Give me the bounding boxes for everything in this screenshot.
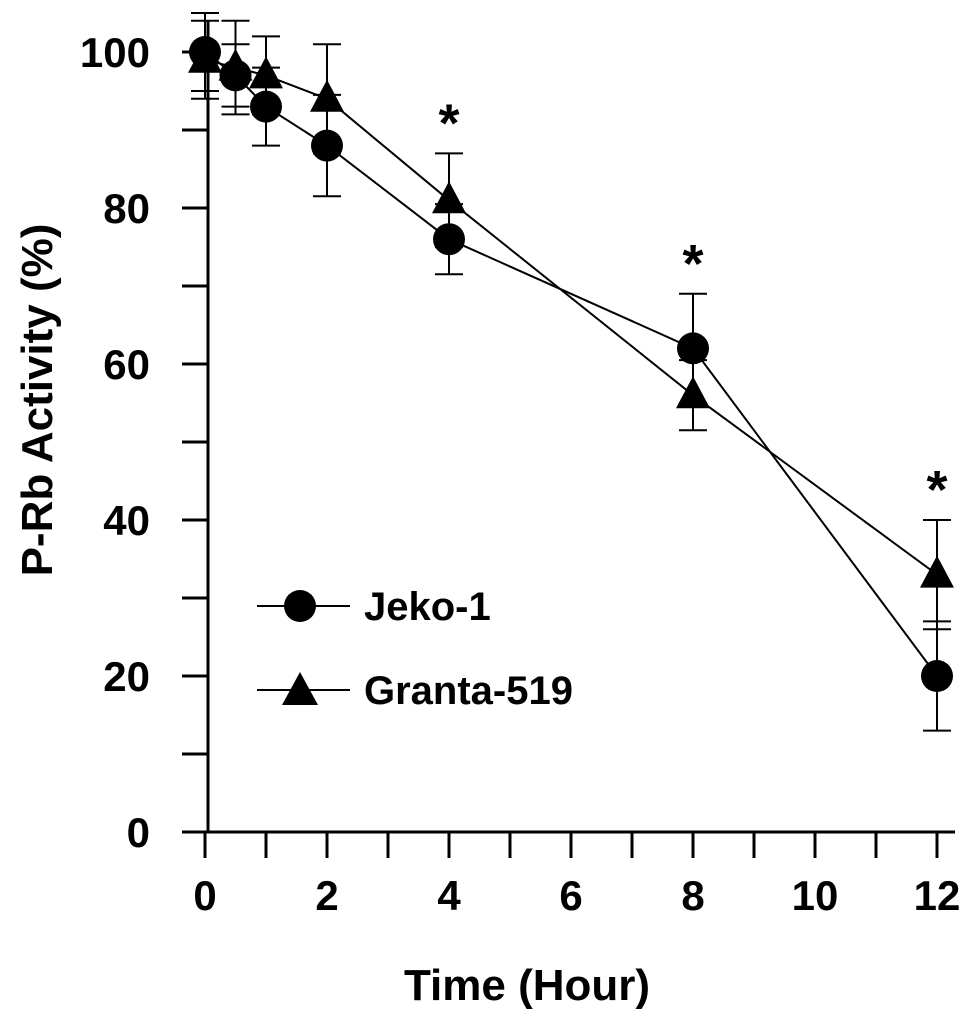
x-tick-label: 8 bbox=[681, 872, 704, 919]
significance-star: * bbox=[926, 460, 947, 520]
y-tick-label: 20 bbox=[103, 653, 150, 700]
x-axis-title: Time (Hour) bbox=[404, 961, 650, 1010]
y-axis-title: P-Rb Activity (%) bbox=[13, 224, 62, 577]
x-tick-label: 2 bbox=[315, 872, 338, 919]
legend-triangle-marker bbox=[282, 672, 318, 705]
x-tick-label: 10 bbox=[792, 872, 839, 919]
y-tick-label: 0 bbox=[127, 809, 150, 856]
legend-circle-marker bbox=[284, 590, 316, 622]
x-tick-label: 6 bbox=[559, 872, 582, 919]
y-tick-label: 40 bbox=[103, 497, 150, 544]
significance-star: * bbox=[682, 234, 703, 294]
series-layer bbox=[188, 13, 954, 731]
y-tick-label: 100 bbox=[80, 29, 150, 76]
x-axis-ticks: 0 2 4 6 8 10 12 bbox=[193, 832, 960, 919]
data-point-triangle bbox=[676, 376, 710, 408]
data-point-triangle bbox=[920, 556, 954, 588]
legend-label-granta-519: Granta-519 bbox=[364, 669, 573, 713]
legend-label-jeko-1: Jeko-1 bbox=[364, 585, 491, 629]
legend-item-jeko-1: Jeko-1 bbox=[257, 585, 491, 629]
legend: Jeko-1 Granta-519 bbox=[257, 585, 573, 713]
y-tick-label: 80 bbox=[103, 185, 150, 232]
significance-star: * bbox=[438, 93, 459, 153]
data-point-circle bbox=[921, 660, 953, 692]
x-tick-label: 12 bbox=[914, 872, 960, 919]
series-granta-519 bbox=[188, 21, 954, 629]
legend-item-granta-519: Granta-519 bbox=[257, 669, 573, 713]
x-tick-label: 0 bbox=[193, 872, 216, 919]
series-jeko-1 bbox=[189, 13, 953, 731]
y-tick-label: 60 bbox=[103, 341, 150, 388]
data-point-triangle bbox=[432, 181, 466, 213]
y-axis-ticks: 0 20 40 60 80 100 bbox=[80, 29, 208, 856]
axes: 0 2 4 6 8 10 12 0 20 40 60 80 100 bbox=[80, 20, 960, 919]
x-tick-label: 4 bbox=[437, 872, 461, 919]
